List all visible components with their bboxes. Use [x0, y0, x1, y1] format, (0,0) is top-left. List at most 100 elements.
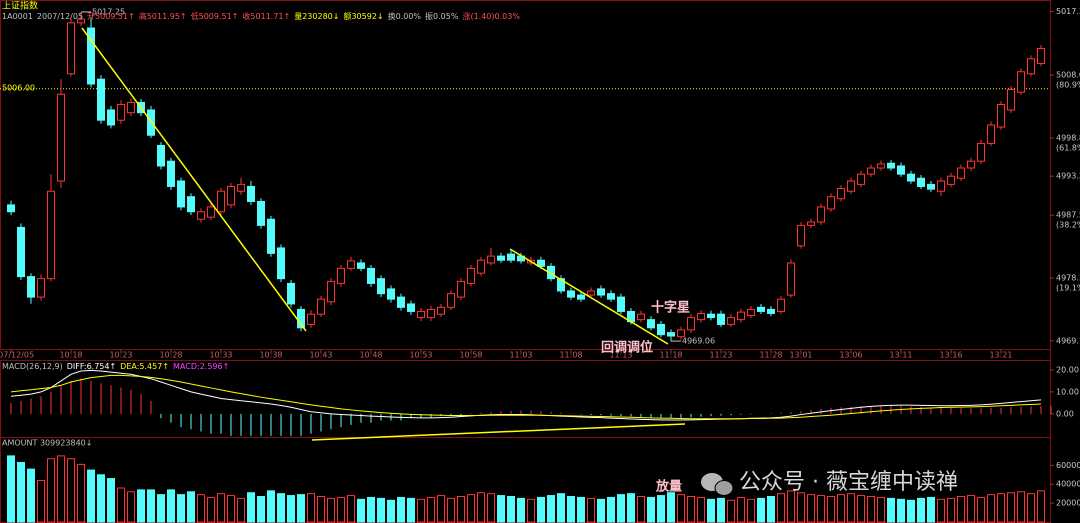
volume-bar [127, 491, 135, 523]
candle-body [637, 313, 645, 321]
volume-bar [347, 495, 355, 523]
candle-body [447, 293, 455, 308]
volume-bar [817, 495, 825, 523]
volume-bar [727, 499, 735, 523]
volume-bar [657, 495, 665, 523]
candle-body [347, 260, 355, 269]
x-tick-label: 11:23 [709, 351, 732, 360]
info-item: 涨(1.40)0.03% [462, 11, 520, 21]
volume-bar [587, 497, 595, 523]
candle-body [737, 311, 745, 321]
volume-bar [887, 497, 895, 523]
info-item: 振0.05% [425, 11, 459, 21]
volume-bar [777, 493, 785, 523]
info-item: 开5009.51↑ [87, 12, 135, 21]
volume-bar [827, 496, 835, 523]
volume-bar [517, 497, 525, 523]
candle-body [747, 308, 755, 317]
candle-body [287, 282, 295, 305]
candle-body [977, 142, 985, 162]
candle-body [547, 265, 555, 280]
volume-bar [757, 497, 765, 523]
candle-body [457, 280, 465, 298]
candle-body [337, 267, 345, 284]
x-tick-label: 10:53 [409, 351, 432, 360]
macd-line [10, 369, 1042, 421]
volume-bar [487, 493, 495, 523]
volume-bar [457, 496, 465, 523]
candle-body [847, 180, 855, 192]
volume-bar [197, 494, 205, 523]
x-tick-label: 10:58 [459, 351, 482, 360]
candle-body [157, 144, 165, 167]
fib-label: (19.1%) [1056, 283, 1080, 292]
candle-body [757, 306, 765, 312]
x-tick-label: 11:03 [509, 351, 532, 360]
candle-body [57, 93, 65, 182]
candle-body [947, 175, 955, 185]
x-tick-label: 11:08 [559, 351, 582, 360]
x-tick-label: 2007/12/05 [0, 351, 34, 360]
y-tick-label: 600000 [1056, 461, 1080, 470]
y-tick-label: 20.00 [1056, 365, 1079, 374]
candle-body [117, 103, 125, 121]
info-item: 低5009.51↑ [191, 11, 239, 21]
candle-body [47, 190, 55, 280]
candle-body [917, 177, 925, 187]
volume-bar [697, 496, 705, 523]
candle-body [997, 103, 1005, 128]
volume-bar [917, 497, 925, 523]
low-label: 4969.06 [682, 337, 715, 346]
candle-body [427, 308, 435, 319]
candle-body [1037, 47, 1045, 65]
volume-bar [77, 463, 85, 523]
candle-body [277, 247, 285, 280]
index-title: 上证指数 [2, 0, 38, 12]
volume-bar [417, 498, 425, 523]
candle-body [467, 267, 475, 284]
candle-body [687, 317, 695, 331]
candle-body [727, 317, 735, 325]
ref-label: 5006.00 [2, 83, 35, 92]
volume-bar [717, 497, 725, 523]
volume-bar [747, 498, 755, 523]
volume-bar [407, 497, 415, 523]
candle-body [667, 332, 675, 337]
candle-body [877, 163, 885, 169]
candle-body [307, 313, 315, 325]
volume-bar [447, 497, 455, 523]
candle-body [107, 109, 115, 126]
candle-body [887, 162, 895, 169]
volume-bar [277, 493, 285, 523]
candle-body [487, 255, 495, 264]
candle-body [577, 294, 585, 300]
volume-bar [287, 495, 295, 523]
volume-bar [977, 496, 985, 523]
candle-body [417, 310, 425, 319]
annotation: 十字星 [651, 300, 690, 316]
volume-bar [847, 493, 855, 523]
volume-bar [1037, 490, 1045, 523]
candle-body [767, 308, 775, 314]
x-tick-label: 10:48 [359, 351, 382, 360]
candle-body [587, 290, 595, 296]
volume-bar [317, 496, 325, 523]
trend-line [311, 423, 686, 441]
volume-bar [107, 478, 115, 523]
volume-bar [527, 498, 535, 523]
x-tick-label: 10:43 [309, 351, 332, 360]
candle-body [697, 312, 705, 321]
volume-bar [327, 497, 335, 523]
volume-bar [177, 494, 185, 523]
candle-body [227, 185, 235, 206]
y-tick-label: 4998.8 [1056, 133, 1080, 142]
volume-bar [147, 489, 155, 523]
candle-body [67, 22, 75, 75]
candle-body [397, 296, 405, 308]
volume-bar [57, 455, 65, 523]
volume-bar [167, 489, 175, 523]
candle-body [197, 211, 205, 220]
volume-bar [787, 490, 795, 523]
candle-body [37, 278, 45, 298]
candle-body [17, 226, 25, 278]
